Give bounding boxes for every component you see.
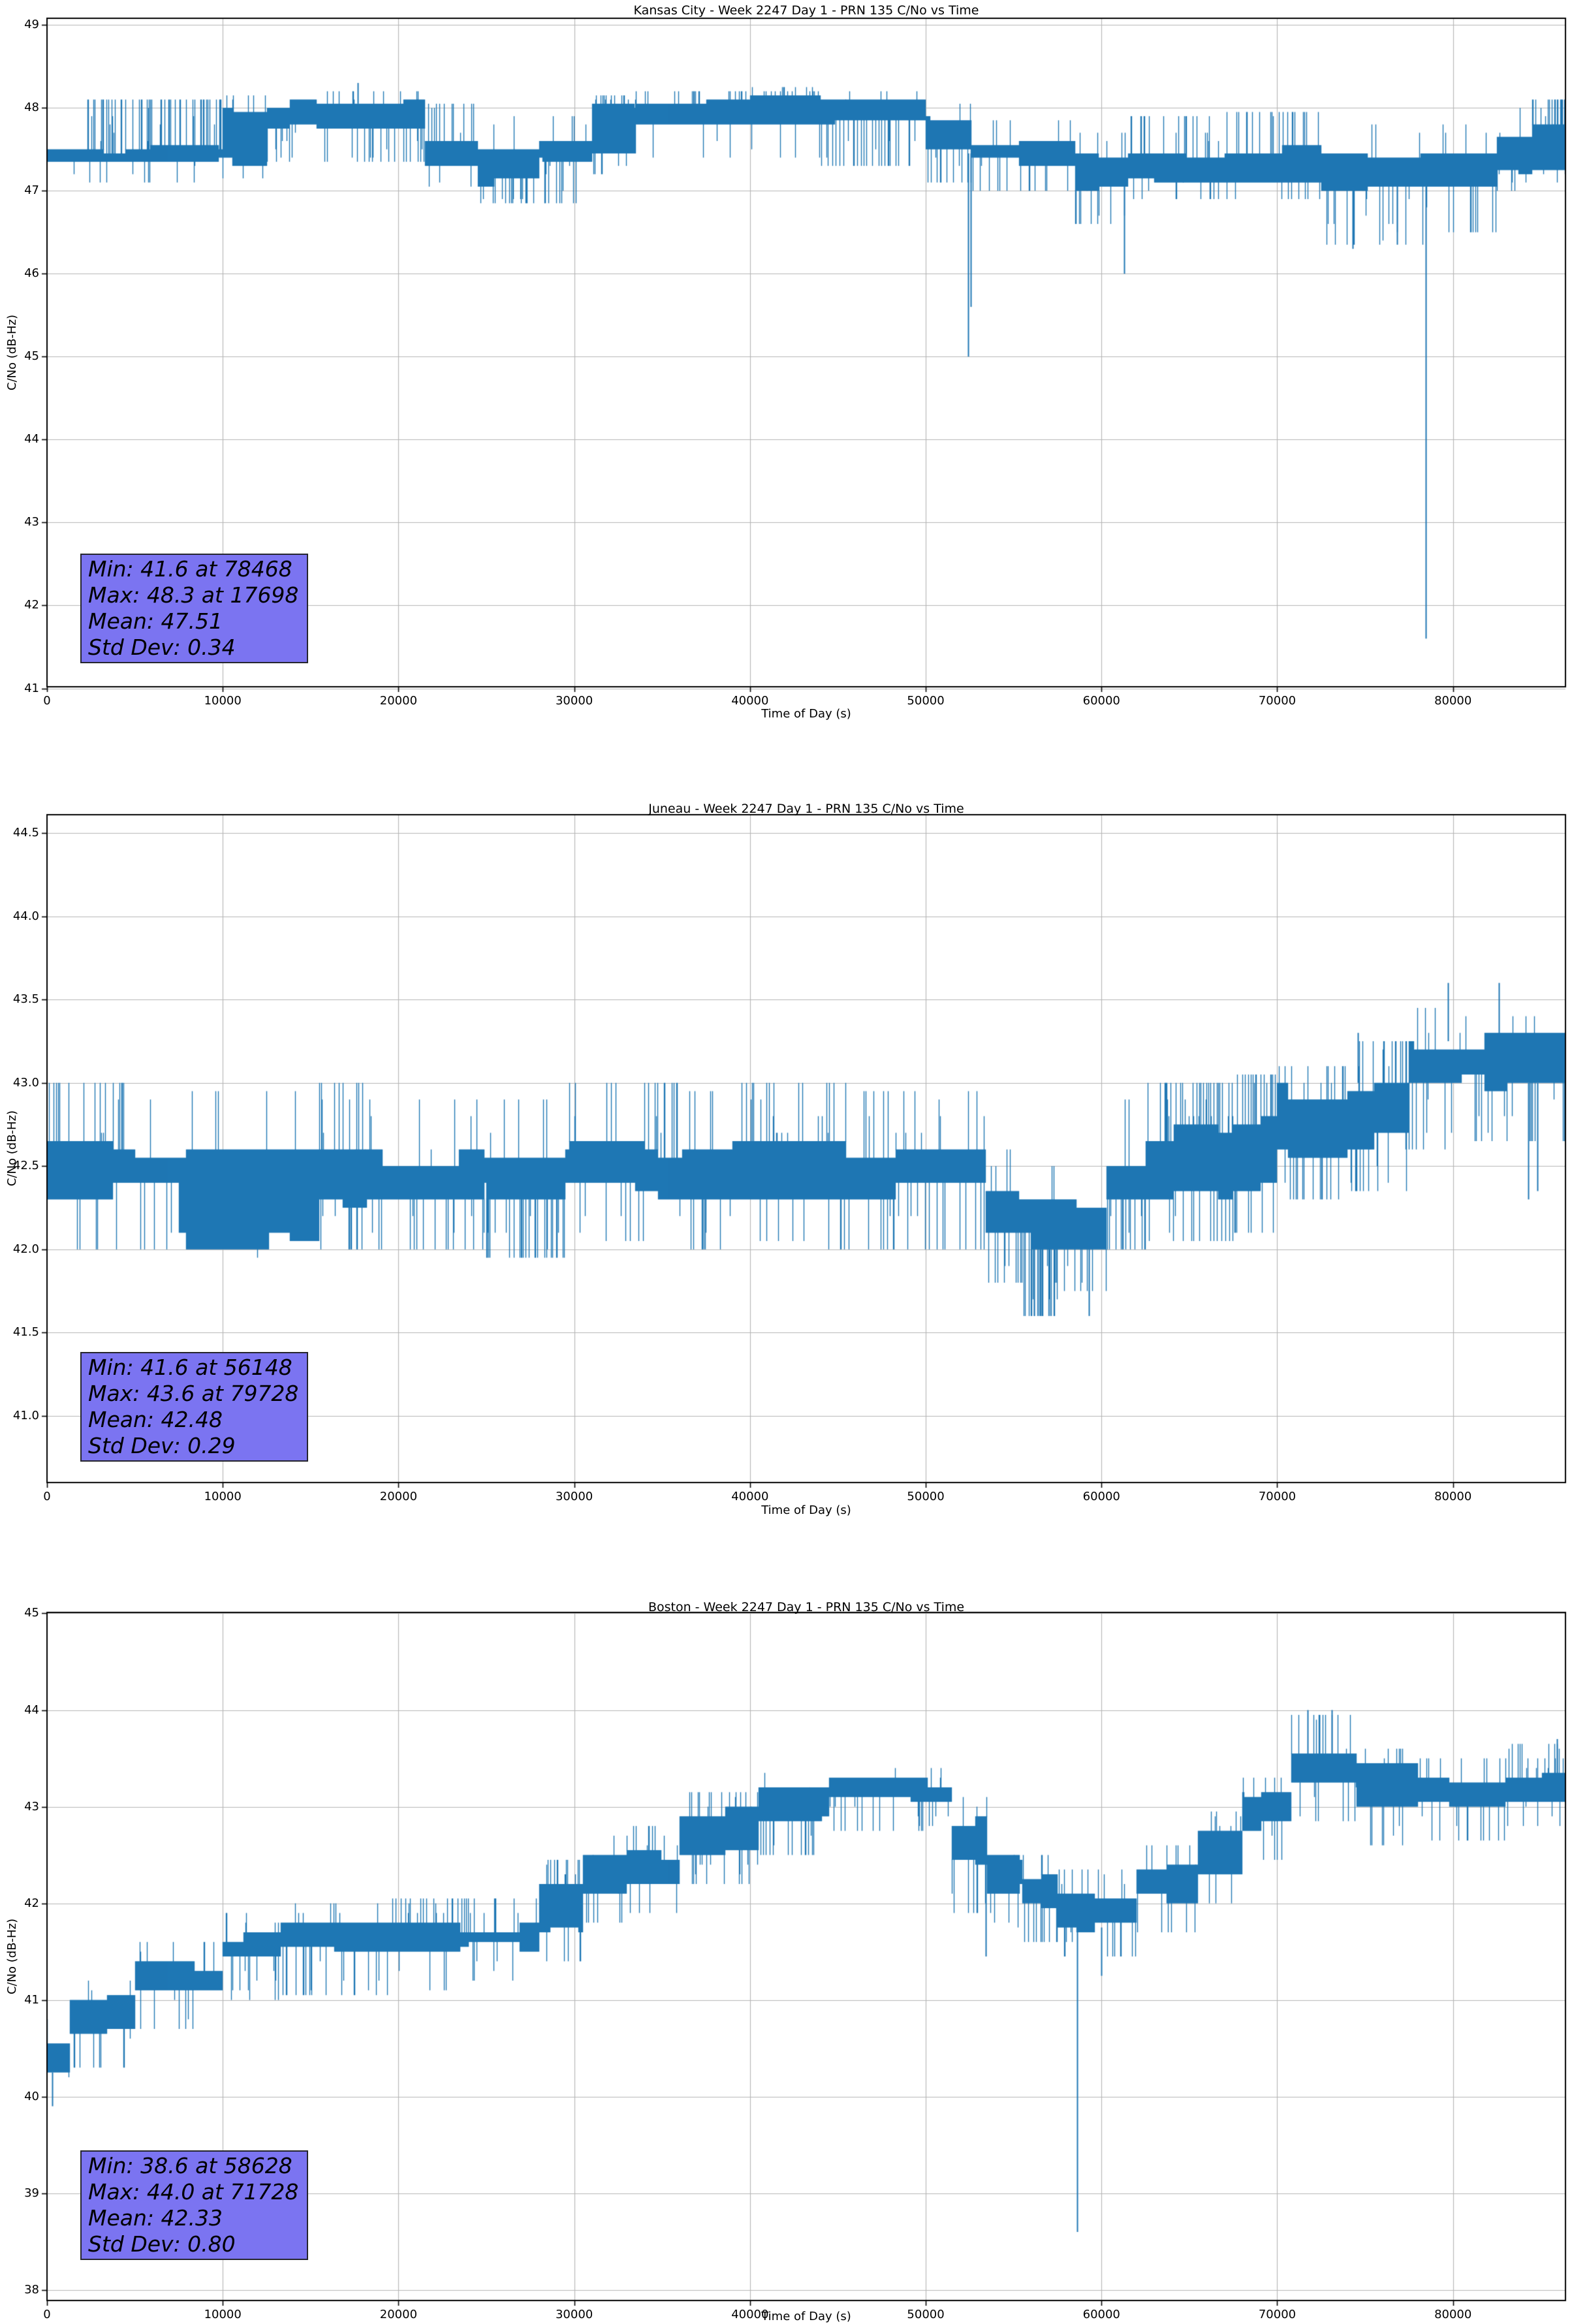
x-tick-label: 0	[43, 694, 51, 708]
y-tick-label: 42	[24, 1896, 39, 1910]
x-tick-label: 30000	[555, 2308, 593, 2321]
stat-max: Max: 43.6 at 79728	[88, 1381, 299, 1406]
x-tick-label: 0	[43, 2308, 51, 2321]
figure-kansas-city: Kansas City - Week 2247 Day 1 - PRN 135 …	[0, 0, 1572, 725]
x-tick-label: 10000	[204, 694, 242, 708]
x-tick-label: 60000	[1082, 694, 1120, 708]
y-tick-label: 40	[24, 2089, 39, 2103]
x-tick-label: 50000	[907, 2308, 945, 2321]
y-tick-label: 41.0	[12, 1408, 39, 1422]
y-tick-label: 49	[24, 18, 39, 32]
x-tick-label: 70000	[1258, 2308, 1297, 2321]
stat-max: Max: 48.3 at 17698	[88, 582, 299, 608]
x-tick-label: 80000	[1434, 2308, 1472, 2321]
x-tick-label: 80000	[1434, 1490, 1472, 1503]
y-tick-label: 44	[24, 432, 39, 447]
x-tick-label: 40000	[731, 694, 769, 708]
x-tick-label: 60000	[1082, 2308, 1120, 2321]
stat-min: Min: 38.6 at 58628	[88, 2153, 292, 2178]
y-tick-label: 41.5	[12, 1325, 39, 1340]
y-tick-label: 41	[24, 1992, 39, 2007]
x-tick-label: 20000	[379, 2308, 418, 2321]
stat-mean: Mean: 42.33	[88, 2205, 223, 2231]
x-tick-label: 80000	[1434, 694, 1472, 708]
y-tick-label: 42.0	[12, 1242, 39, 1256]
x-axis-label: Time of Day (s)	[761, 707, 851, 721]
y-tick-label: 47	[24, 183, 39, 198]
x-tick-label: 10000	[204, 1490, 242, 1503]
y-tick-label: 45	[24, 1606, 39, 1620]
x-tick-label: 50000	[907, 694, 945, 708]
y-tick-label: 39	[24, 2186, 39, 2200]
x-tick-label: 20000	[379, 1490, 418, 1503]
x-tick-label: 30000	[555, 1490, 593, 1503]
x-axis-label: Time of Day (s)	[761, 1503, 851, 1517]
y-axis-label: C/No (dB-Hz)	[5, 1918, 19, 1995]
x-tick-label: 10000	[204, 2308, 242, 2321]
stat-min: Min: 41.6 at 78468	[88, 556, 292, 582]
stats-annotation-box: Min: 38.6 at 58628 Max: 44.0 at 71728 Me…	[80, 2150, 308, 2260]
stats-annotation-box: Min: 41.6 at 56148 Max: 43.6 at 79728 Me…	[80, 1352, 308, 1462]
figure-juneau: Juneau - Week 2247 Day 1 - PRN 135 C/No …	[0, 798, 1572, 1523]
figure-boston: Boston - Week 2247 Day 1 - PRN 135 C/No …	[0, 1597, 1572, 2323]
chart-title: Kansas City - Week 2247 Day 1 - PRN 135 …	[633, 3, 979, 18]
chart-title: Boston - Week 2247 Day 1 - PRN 135 C/No …	[648, 1600, 965, 1614]
x-tick-label: 70000	[1258, 1490, 1297, 1503]
y-tick-label: 43	[24, 1799, 39, 1814]
y-tick-label: 44.5	[12, 826, 39, 840]
stats-annotation-box: Min: 41.6 at 78468 Max: 48.3 at 17698 Me…	[80, 554, 308, 663]
stat-mean: Mean: 47.51	[88, 608, 223, 634]
y-tick-label: 41	[24, 681, 39, 695]
stat-mean: Mean: 42.48	[88, 1407, 223, 1432]
stat-min: Min: 41.6 at 56148	[88, 1355, 292, 1380]
x-tick-label: 40000	[731, 2308, 769, 2321]
y-tick-label: 46	[24, 266, 39, 281]
x-tick-label: 30000	[555, 694, 593, 708]
stat-max: Max: 44.0 at 71728	[88, 2179, 299, 2205]
y-tick-label: 43.5	[12, 992, 39, 1007]
y-tick-label: 45	[24, 349, 39, 364]
y-tick-label: 42.5	[12, 1159, 39, 1173]
stat-stddev: Std Dev: 0.34	[88, 635, 236, 660]
y-tick-label: 44.0	[12, 909, 39, 923]
chart-title: Juneau - Week 2247 Day 1 - PRN 135 C/No …	[648, 802, 964, 816]
y-tick-label: 43.0	[12, 1075, 39, 1090]
stat-stddev: Std Dev: 0.80	[88, 2231, 236, 2257]
x-tick-label: 50000	[907, 1490, 945, 1503]
x-tick-label: 40000	[731, 1490, 769, 1503]
y-tick-label: 48	[24, 101, 39, 115]
y-tick-label: 38	[24, 2282, 39, 2297]
stat-stddev: Std Dev: 0.29	[88, 1433, 236, 1458]
y-axis-label: C/No (dB-Hz)	[5, 1110, 19, 1187]
y-tick-label: 44	[24, 1703, 39, 1717]
x-axis-label: Time of Day (s)	[761, 2310, 851, 2323]
x-tick-label: 70000	[1258, 694, 1297, 708]
y-tick-label: 42	[24, 598, 39, 612]
x-tick-label: 20000	[379, 694, 418, 708]
y-tick-label: 43	[24, 515, 39, 529]
x-tick-label: 60000	[1082, 1490, 1120, 1503]
x-tick-label: 0	[43, 1490, 51, 1503]
